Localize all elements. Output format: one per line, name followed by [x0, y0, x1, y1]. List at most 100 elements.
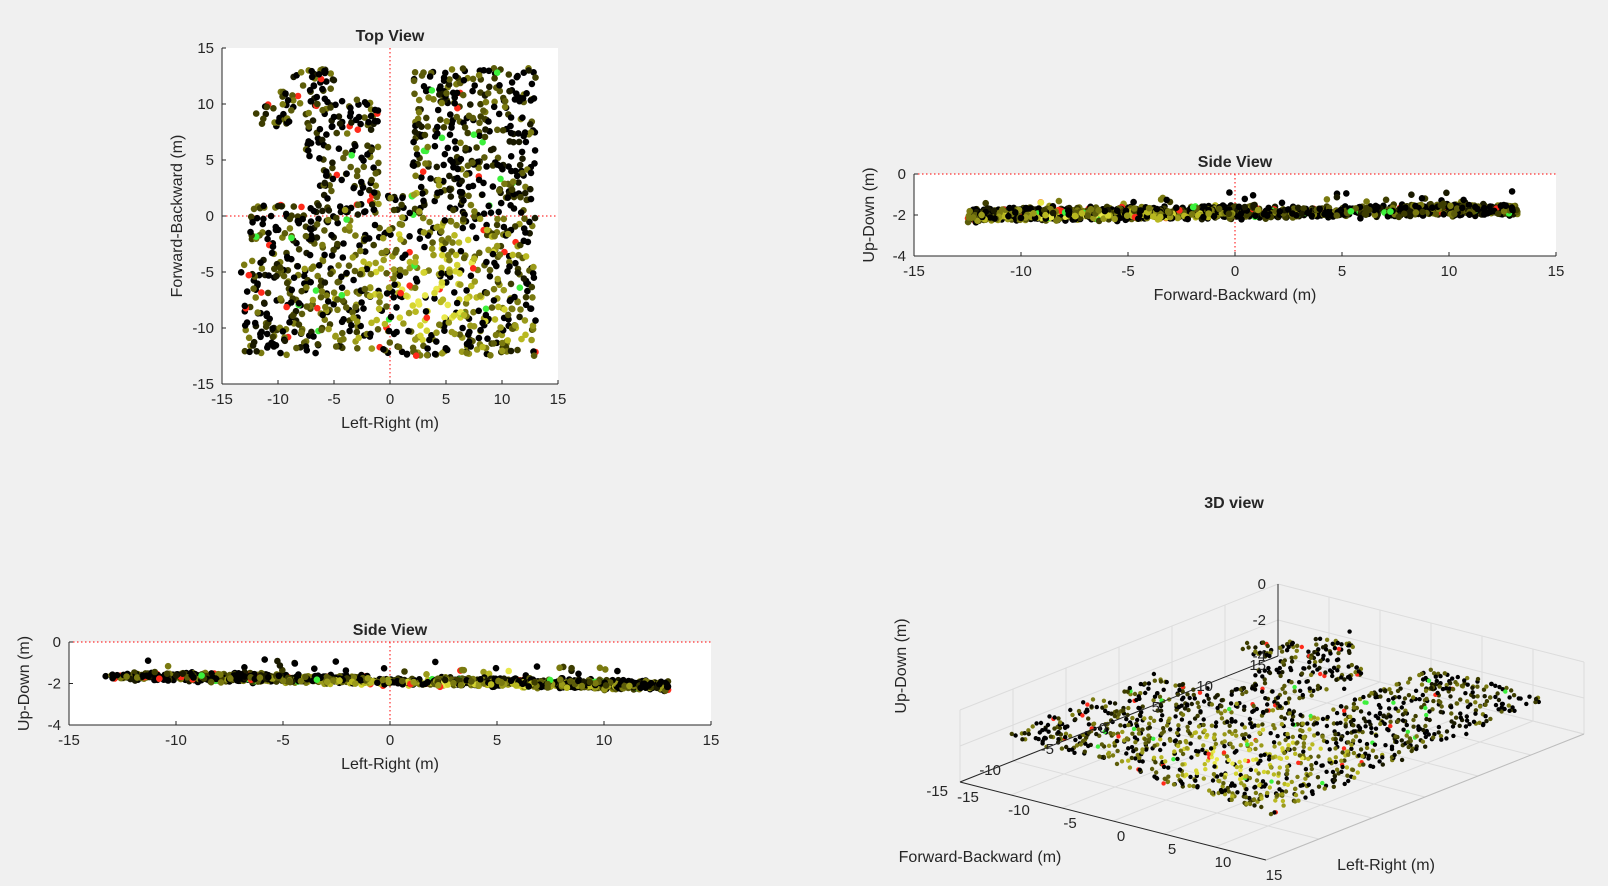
data-point [307, 226, 315, 234]
data-point [504, 230, 512, 238]
data-point [505, 71, 513, 78]
data-point [1400, 718, 1406, 723]
data-point [485, 670, 493, 678]
data-point [415, 301, 423, 308]
data-point [339, 329, 346, 337]
data-point [456, 270, 463, 277]
data-point [1284, 776, 1289, 781]
data-point [338, 284, 346, 292]
data-point [460, 215, 467, 223]
data-point [322, 303, 329, 311]
data-point [1471, 719, 1477, 724]
data-point [1072, 750, 1077, 755]
data-point [1253, 790, 1259, 796]
data-point [283, 303, 290, 311]
data-point [1226, 189, 1233, 196]
data-point [520, 69, 528, 76]
data-point [504, 311, 512, 319]
data-point [1063, 731, 1069, 736]
data-point [319, 241, 326, 249]
data-point [1185, 692, 1190, 697]
data-point [483, 163, 490, 170]
data-point [298, 203, 305, 211]
data-point [310, 333, 317, 340]
data-point [1049, 209, 1057, 217]
data-point [1294, 204, 1302, 212]
data-point [419, 168, 427, 175]
data-point [420, 269, 428, 276]
data-point [463, 349, 471, 357]
data-point [1316, 205, 1323, 213]
y-axis-label: Up-Down (m) [16, 636, 33, 731]
data-point [523, 90, 530, 97]
data-point [252, 294, 259, 301]
data-point [1222, 739, 1227, 744]
data-point [532, 317, 539, 324]
data-point [405, 327, 412, 335]
data-point [471, 278, 479, 285]
data-point [1401, 210, 1408, 217]
data-point [316, 155, 323, 162]
data-point [1443, 189, 1450, 197]
data-point [385, 678, 393, 686]
data-point [1463, 724, 1469, 729]
data-point [416, 235, 424, 242]
data-point [133, 674, 141, 681]
data-point [568, 664, 575, 672]
data-point [303, 303, 311, 310]
data-point [1052, 726, 1057, 731]
data-point [508, 305, 515, 313]
data-point [329, 159, 336, 166]
data-point [1374, 203, 1381, 211]
data-point [521, 215, 528, 222]
data-point [1512, 708, 1517, 713]
data-point [1122, 689, 1127, 694]
data-point [247, 213, 255, 221]
data-point [284, 97, 292, 104]
data-point [490, 297, 498, 304]
data-point [451, 232, 458, 239]
data-point [1357, 215, 1364, 222]
data-point [247, 228, 254, 236]
data-point [533, 663, 541, 670]
data-point [264, 344, 271, 351]
data-point [490, 285, 498, 293]
data-point [393, 328, 400, 336]
data-point [424, 345, 431, 352]
data-point [323, 131, 330, 138]
data-point [1225, 210, 1233, 218]
data-point [335, 113, 343, 120]
data-point [293, 344, 300, 352]
data-point [451, 100, 459, 107]
data-point [494, 126, 501, 134]
data-point [469, 159, 476, 166]
data-point [431, 289, 438, 297]
data-point [454, 104, 461, 112]
data-point [447, 218, 455, 225]
data-point [327, 85, 335, 92]
data-point [338, 176, 346, 184]
data-point [1447, 686, 1452, 691]
x-tick-label: -15 [58, 732, 80, 749]
data-point [397, 289, 405, 297]
data-point [1262, 681, 1268, 686]
data-point [410, 678, 418, 686]
data-point [1184, 215, 1191, 223]
data-point [264, 235, 271, 243]
data-point [333, 214, 340, 222]
data-point [1459, 204, 1466, 212]
data-point [440, 124, 448, 131]
data-point [1133, 756, 1138, 761]
data-point [515, 179, 522, 186]
data-point [578, 682, 586, 690]
data-point [367, 330, 374, 338]
data-point [356, 676, 364, 684]
data-point [1080, 713, 1085, 718]
data-point [492, 331, 500, 339]
data-point [586, 678, 594, 686]
data-point [1343, 190, 1350, 197]
x-tick-label: 10 [596, 732, 613, 749]
data-point [1305, 721, 1310, 726]
data-point [269, 333, 277, 341]
data-point [1297, 680, 1302, 685]
